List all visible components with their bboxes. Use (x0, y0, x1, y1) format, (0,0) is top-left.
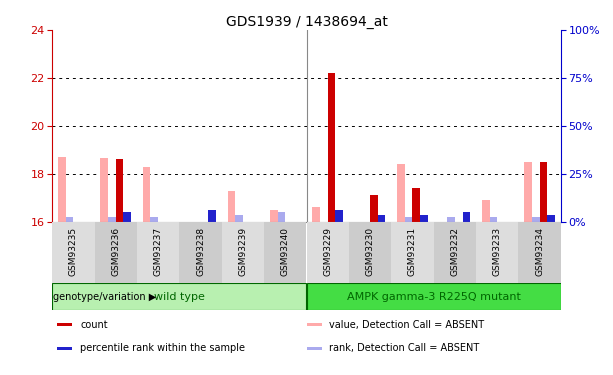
Bar (57, 323, 72, 326)
Text: GSM93231: GSM93231 (408, 227, 417, 276)
Bar (335, 210, 343, 222)
Text: GSM93232: GSM93232 (451, 227, 459, 276)
Text: GSM93238: GSM93238 (196, 227, 205, 276)
Bar (391, 222, 433, 283)
Bar (525, 162, 532, 222)
Bar (222, 222, 264, 283)
Bar (476, 222, 519, 283)
Text: genotype/variation ▶: genotype/variation ▶ (53, 292, 156, 302)
Bar (306, 323, 322, 326)
Bar (328, 73, 335, 222)
Bar (306, 347, 322, 350)
Text: GSM93233: GSM93233 (493, 227, 502, 276)
Text: GSM93229: GSM93229 (323, 227, 332, 276)
Bar (349, 222, 391, 283)
Bar (370, 195, 378, 222)
Text: rank, Detection Call = ABSENT: rank, Detection Call = ABSENT (329, 343, 479, 353)
Bar (108, 217, 116, 222)
Text: value, Detection Call = ABSENT: value, Detection Call = ABSENT (329, 320, 484, 330)
Bar (447, 217, 455, 222)
Bar (313, 207, 320, 222)
Bar (116, 159, 123, 222)
Bar (150, 217, 158, 222)
Bar (208, 210, 216, 222)
Bar (270, 210, 278, 222)
Text: count: count (80, 320, 108, 330)
Bar (52, 222, 94, 283)
Bar (420, 214, 428, 222)
Bar (123, 212, 131, 222)
Bar (532, 217, 539, 222)
Bar (94, 222, 137, 283)
Bar (57, 347, 72, 350)
Bar (58, 157, 66, 222)
Bar (264, 222, 306, 283)
Text: AMPK gamma-3 R225Q mutant: AMPK gamma-3 R225Q mutant (347, 292, 520, 302)
Text: GSM93237: GSM93237 (154, 227, 162, 276)
Bar (378, 214, 386, 222)
Bar (397, 164, 405, 222)
Bar (137, 222, 180, 283)
Text: GSM93239: GSM93239 (238, 227, 248, 276)
Bar (547, 214, 555, 222)
Text: percentile rank within the sample: percentile rank within the sample (80, 343, 245, 353)
Bar (235, 214, 243, 222)
Bar (463, 212, 470, 222)
Text: GSM93240: GSM93240 (281, 227, 290, 276)
Text: GSM93230: GSM93230 (365, 227, 375, 276)
Bar (539, 162, 547, 222)
Title: GDS1939 / 1438694_at: GDS1939 / 1438694_at (226, 15, 387, 29)
Bar (143, 166, 150, 222)
Bar (490, 217, 497, 222)
Bar (227, 190, 235, 222)
Text: GSM93236: GSM93236 (111, 227, 120, 276)
Bar (66, 217, 74, 222)
Bar (101, 158, 108, 222)
Bar (519, 222, 561, 283)
Bar (306, 222, 349, 283)
Bar (306, 283, 561, 310)
Bar (52, 283, 306, 310)
Bar (405, 217, 413, 222)
Bar (482, 200, 490, 222)
Text: wild type: wild type (154, 292, 205, 302)
Bar (434, 222, 476, 283)
Bar (278, 212, 285, 222)
Bar (413, 188, 420, 222)
Text: GSM93235: GSM93235 (69, 227, 78, 276)
Text: GSM93234: GSM93234 (535, 227, 544, 276)
Bar (179, 222, 222, 283)
